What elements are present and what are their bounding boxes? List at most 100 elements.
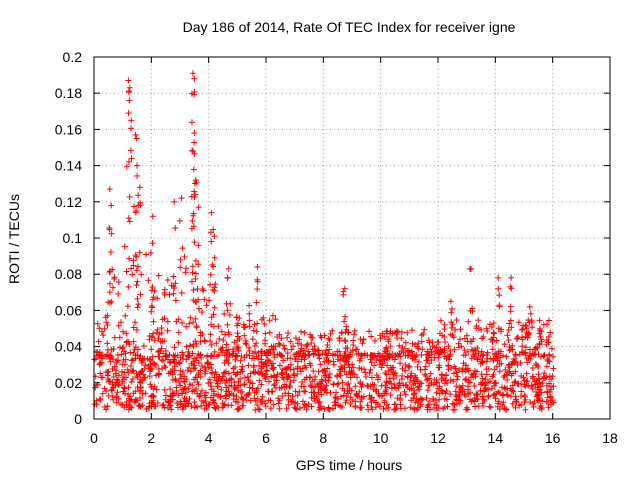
data-point (292, 388, 299, 395)
data-point (192, 275, 199, 282)
data-point (232, 398, 239, 405)
data-point (207, 331, 214, 338)
data-point (514, 361, 521, 368)
data-point (130, 324, 137, 331)
data-point (424, 376, 431, 383)
data-point (201, 392, 208, 399)
data-point (483, 358, 490, 365)
data-point (217, 345, 224, 352)
data-point (186, 395, 193, 402)
data-point (286, 382, 293, 389)
data-point (317, 403, 324, 410)
data-point (129, 368, 136, 375)
data-point (302, 388, 309, 395)
data-point (206, 401, 213, 408)
data-point (193, 323, 200, 330)
data-point (160, 401, 167, 408)
data-point (104, 351, 111, 358)
data-point (345, 361, 352, 368)
data-point (415, 358, 422, 365)
data-point (186, 320, 193, 327)
data-point (415, 340, 422, 347)
data-point (547, 329, 554, 336)
data-point (402, 362, 409, 369)
data-point (188, 403, 195, 410)
data-point (136, 370, 143, 377)
data-point (498, 360, 505, 367)
data-point (130, 203, 137, 210)
data-point (111, 334, 118, 341)
data-point (241, 374, 248, 381)
data-point (231, 379, 238, 386)
data-point (239, 395, 246, 402)
data-point (307, 331, 314, 338)
data-point (246, 317, 253, 324)
data-point (206, 364, 213, 371)
x-tick-label: 16 (545, 430, 561, 446)
data-point (332, 395, 339, 402)
data-point (368, 394, 375, 401)
data-point (192, 357, 199, 364)
data-point (149, 213, 156, 220)
data-point (433, 350, 440, 357)
data-point (518, 349, 525, 356)
data-point (298, 345, 305, 352)
data-point (125, 391, 132, 398)
data-point (493, 352, 500, 359)
data-point (212, 281, 219, 288)
data-point (158, 356, 165, 363)
data-point (207, 281, 214, 288)
data-point (422, 363, 429, 370)
data-point (453, 376, 460, 383)
data-point (332, 401, 339, 408)
data-point (429, 343, 436, 350)
data-point (342, 399, 349, 406)
data-point (196, 305, 203, 312)
data-point (505, 337, 512, 344)
data-point (546, 317, 553, 324)
data-point (481, 379, 488, 386)
data-point (137, 291, 144, 298)
data-point (313, 393, 320, 400)
data-point (146, 400, 153, 407)
data-point (490, 371, 497, 378)
data-point (448, 309, 455, 316)
data-point (132, 319, 139, 326)
data-point (185, 400, 192, 407)
data-point (101, 385, 108, 392)
data-point (298, 328, 305, 335)
data-point (203, 402, 210, 409)
data-point (149, 296, 156, 303)
data-point (127, 147, 134, 154)
data-point (323, 382, 330, 389)
data-point (311, 389, 318, 396)
data-point (550, 383, 557, 390)
data-point (104, 403, 111, 410)
data-point (536, 317, 543, 324)
data-point (188, 119, 195, 126)
data-point (529, 400, 536, 407)
data-point (189, 70, 196, 77)
data-point (163, 352, 170, 359)
data-point (269, 346, 276, 353)
data-point (456, 336, 463, 343)
data-point (315, 389, 322, 396)
data-point (387, 343, 394, 350)
data-point (265, 378, 272, 385)
data-point (396, 342, 403, 349)
data-point (119, 374, 126, 381)
data-point (170, 273, 177, 280)
data-point (453, 369, 460, 376)
data-point (344, 381, 351, 388)
data-point (269, 312, 276, 319)
data-point (175, 329, 182, 336)
data-point (428, 379, 435, 386)
data-point (162, 396, 169, 403)
data-point (251, 395, 258, 402)
data-point (345, 329, 352, 336)
data-point (381, 333, 388, 340)
data-point (175, 392, 182, 399)
data-point (323, 357, 330, 364)
data-point (200, 287, 207, 294)
data-point (268, 388, 275, 395)
